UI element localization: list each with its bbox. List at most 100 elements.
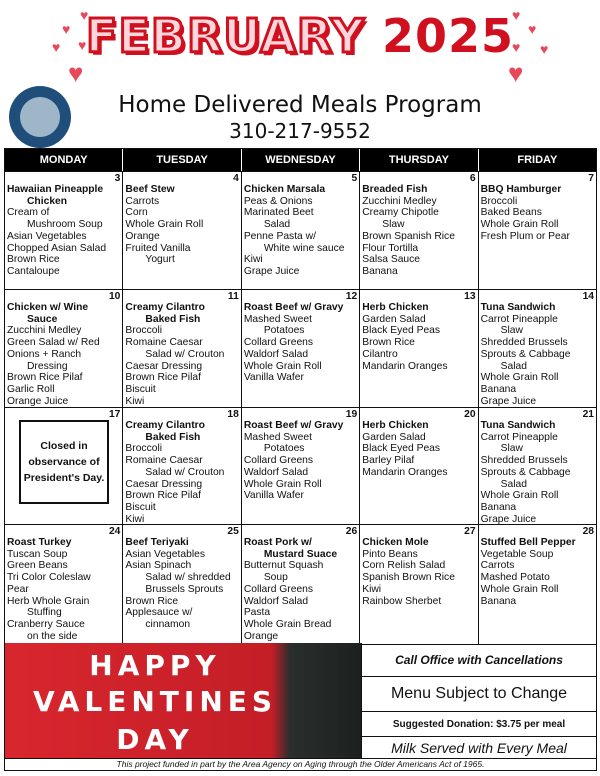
menu-item: Applesauce w/	[125, 607, 193, 619]
menu-item: Penne Pasta w/	[243, 230, 316, 242]
title-month: FEBRUARY	[84, 8, 366, 65]
menu-item: Salad w/ Crouton	[145, 348, 225, 360]
day-cell: 28 Stuffed Bell Pepper Vegetable Soup Carro…	[479, 525, 596, 644]
menu-item: Zucchini Medley	[7, 325, 82, 337]
menu-item: Tri Color Coleslaw	[7, 572, 91, 584]
menu-item: Stuffing	[27, 607, 62, 619]
day-cell: 14 Tuna Sandwich Carrot Pineapple Slaw Shred…	[479, 290, 596, 407]
menu-item: Butternut Squash	[243, 560, 324, 572]
day-number: 14	[582, 291, 595, 302]
entree: Chicken w/ Wine	[7, 302, 89, 313]
weekday-header: MONDAY TUESDAY WEDNESDAY THURSDAY FRIDAY	[5, 149, 596, 171]
menu-item: Collard Greens	[243, 583, 314, 595]
menu-item: Asian Spinach	[125, 560, 192, 572]
menu-item: Mashed Potato	[480, 572, 550, 584]
menu-item: Whole Grain Roll	[480, 490, 559, 502]
day-number: 20	[464, 409, 476, 420]
day-number: 18	[227, 409, 239, 420]
menu-item: Flour Tortilla	[362, 242, 419, 254]
menu-item: Shredded Brussels	[480, 455, 568, 467]
entree: Tuna Sandwich	[480, 302, 556, 313]
heart-icon: ♥	[512, 7, 521, 23]
page-title: FEBRUARY 2025	[0, 8, 600, 65]
menu-item: Brown Spanish Rice	[362, 230, 455, 242]
menu-item: Kiwi	[243, 254, 263, 266]
menu-item: Salad w/ shredded	[145, 572, 231, 584]
day-number: 3	[114, 173, 121, 184]
menu-item: Barley Pilaf	[362, 455, 415, 467]
day-cell: 12 Roast Beef w/ Gravy Mashed Sweet Potatoe…	[242, 290, 361, 407]
menu-item: on the side	[27, 630, 78, 642]
day-cell: 6 Breaded Fish Zucchini Medley Creamy Chipo…	[360, 172, 479, 289]
entree: Roast Beef w/ Gravy	[243, 302, 344, 313]
menu-item: Dressing	[27, 360, 68, 372]
menu-item: Carrots	[125, 195, 160, 207]
entree: Creamy Cilantro	[125, 420, 205, 431]
menu-item: Rainbow Sherbet	[362, 595, 442, 607]
menu-item: Mashed Sweet	[243, 431, 312, 443]
menu-item: Orange Juice	[7, 395, 69, 407]
menu-item: Carrots	[480, 560, 515, 572]
day-number: 21	[582, 409, 595, 420]
menu-item: Brown Rice Pilaf	[7, 372, 83, 384]
menu-item: Grape Juice	[480, 395, 537, 407]
notice-boxes: Call Office with Cancellations Menu Subj…	[361, 643, 596, 758]
day-cell: 11 Creamy Cilantro Baked Fish Broccoli Romai…	[123, 290, 242, 407]
day-cell: 10 Chicken w/ Wine Sauce Zucchini Medley Gre…	[5, 290, 124, 407]
day-cell: 17 Closed in observance of President's Da…	[5, 408, 124, 524]
menu-item: Whole Grain Roll	[243, 360, 322, 372]
day-number: 11	[227, 291, 239, 302]
menu-item: Mandarin Oranges	[362, 360, 448, 372]
entree: Chicken Mole	[362, 537, 429, 548]
menu-item: Spanish Brown Rice	[362, 572, 455, 584]
menu-item: Banana	[362, 265, 398, 277]
week-row: 10 Chicken w/ Wine Sauce Zucchini Medley Gre…	[5, 289, 596, 407]
menu-item: Mushroom Soup	[27, 219, 103, 231]
menu-item: Grape Juice	[480, 513, 537, 524]
day-number: 13	[464, 291, 476, 302]
entree: Roast Pork w/	[243, 537, 312, 548]
menu-item: Sprouts & Cabbage	[480, 348, 571, 360]
phone-number: 310-217-9552	[229, 119, 371, 143]
menu-item: Mashed Sweet	[243, 313, 312, 325]
heart-icon: ♥	[528, 21, 537, 37]
week-row: 3 Hawaiian Pineapple Chicken Cream of Mushro…	[5, 171, 596, 289]
menu-item: Potatoes	[263, 443, 305, 455]
menu-item: Cantaloupe	[7, 265, 60, 277]
menu-item: Collard Greens	[243, 337, 314, 349]
menu-item: Fresh Plum or Pear	[480, 230, 570, 242]
day-header: THURSDAY	[360, 149, 479, 171]
menu-item: Corn Relish Salad	[362, 560, 446, 572]
entree: Baked Fish	[145, 431, 201, 443]
menu-item: Brown Rice Pilaf	[125, 372, 201, 384]
menu-item: Romaine Caesar	[125, 337, 203, 349]
milk-note: Milk Served with Every Meal	[391, 739, 567, 756]
menu-item: Salad	[263, 219, 291, 231]
menu-item: Brown Rice	[125, 595, 179, 607]
menu-item: Pinto Beans	[362, 548, 418, 560]
menu-item: Soup	[263, 572, 288, 584]
heart-icon: ♥	[62, 21, 71, 37]
menu-item: Kiwi	[125, 395, 145, 407]
day-number: 17	[108, 409, 121, 420]
menu-item: Grape Juice	[243, 265, 300, 277]
menu-item: Broccoli	[125, 325, 163, 337]
entree: Roast Turkey	[7, 537, 72, 548]
day-number: 4	[233, 173, 239, 184]
menu-item: Pear	[7, 583, 29, 595]
menu-item: Asian Vegetables	[7, 230, 87, 242]
menu-item: Shredded Brussels	[480, 337, 568, 349]
menu-item: Cream of	[7, 207, 50, 219]
day-number: 5	[351, 173, 358, 184]
entree: Chicken Marsala	[243, 184, 326, 195]
menu-item: Brown Rice Pilaf	[125, 490, 201, 502]
day-cell: 19 Roast Beef w/ Gravy Mashed Sweet Potatoe…	[242, 408, 361, 524]
day-cell: 5 Chicken Marsala Peas & Onions Marinated B…	[242, 172, 361, 289]
menu-item: Waldorf Salad	[243, 466, 309, 478]
menu-item: Whole Grain Roll	[480, 372, 559, 384]
menu-item: Carrot Pineapple	[480, 313, 558, 325]
footer: HAPPY VALENTINES DAY Call Office with Ca…	[4, 643, 597, 758]
menu-item: Yogurt	[145, 254, 175, 266]
day-cell: 13 Herb Chicken Garden Salad Black Eyed Pea…	[360, 290, 479, 407]
day-number: 12	[345, 291, 358, 302]
